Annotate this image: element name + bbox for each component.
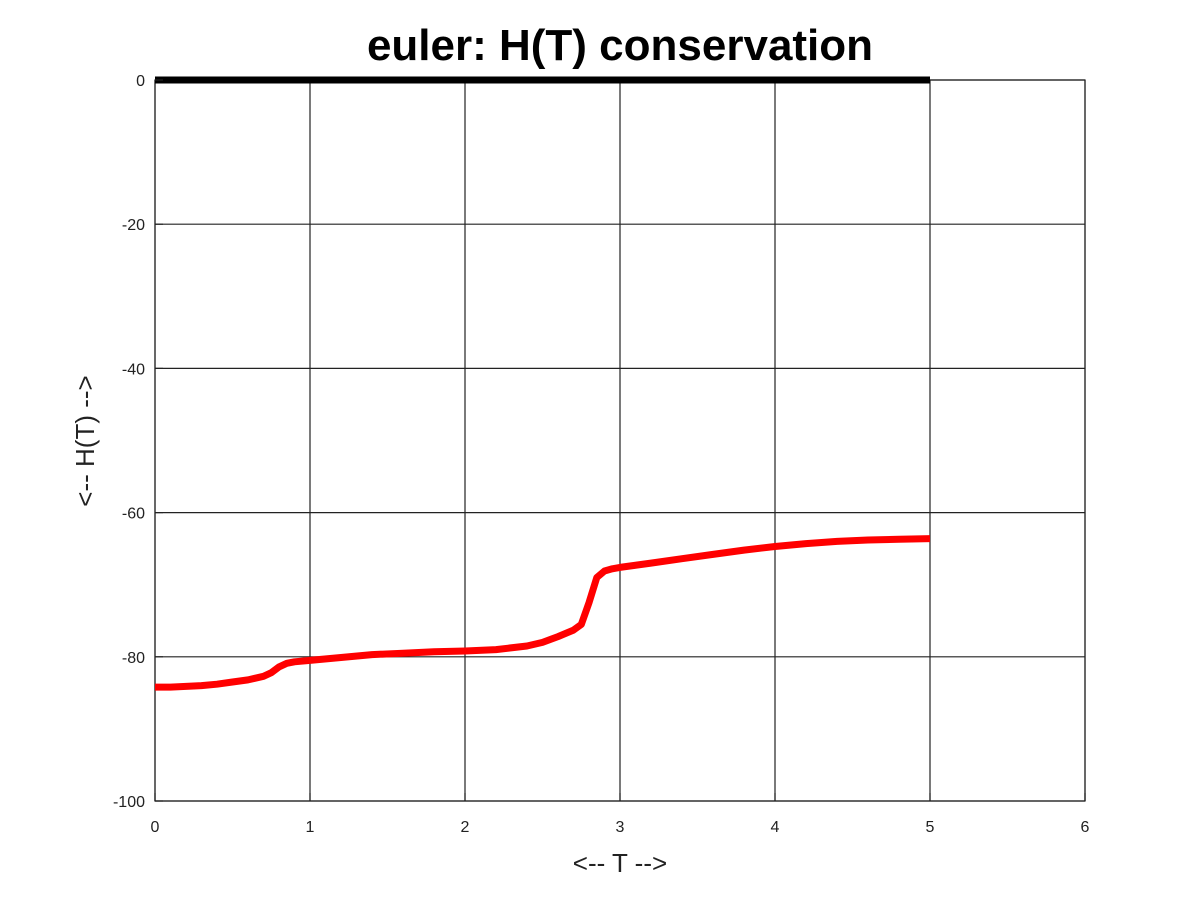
- y-tick-label: -80: [122, 650, 145, 667]
- x-axis-ticks: 0 1 2 3 4 5 6: [151, 793, 1090, 836]
- x-tick-label: 0: [151, 819, 160, 836]
- x-tick-label: 4: [771, 819, 780, 836]
- x-axis-label: <-- T -->: [573, 848, 667, 878]
- series-layer: [155, 76, 931, 691]
- series-line-1: [155, 535, 931, 691]
- y-tick-label: -100: [113, 794, 145, 811]
- x-tick-label: 1: [306, 819, 315, 836]
- y-tick-label: -20: [122, 217, 145, 234]
- y-tick-label: 0: [136, 73, 145, 90]
- y-tick-label: -40: [122, 361, 145, 378]
- x-tick-label: 5: [926, 819, 935, 836]
- x-tick-label: 3: [616, 819, 625, 836]
- y-axis-label: <-- H(T) -->: [70, 375, 100, 506]
- chart-title: euler: H(T) conservation: [367, 21, 873, 70]
- x-tick-label: 2: [461, 819, 470, 836]
- x-tick-label: 6: [1081, 819, 1090, 836]
- y-tick-label: -60: [122, 506, 145, 523]
- y-axis-ticks: 0 -20 -40 -60 -80 -100: [113, 73, 163, 811]
